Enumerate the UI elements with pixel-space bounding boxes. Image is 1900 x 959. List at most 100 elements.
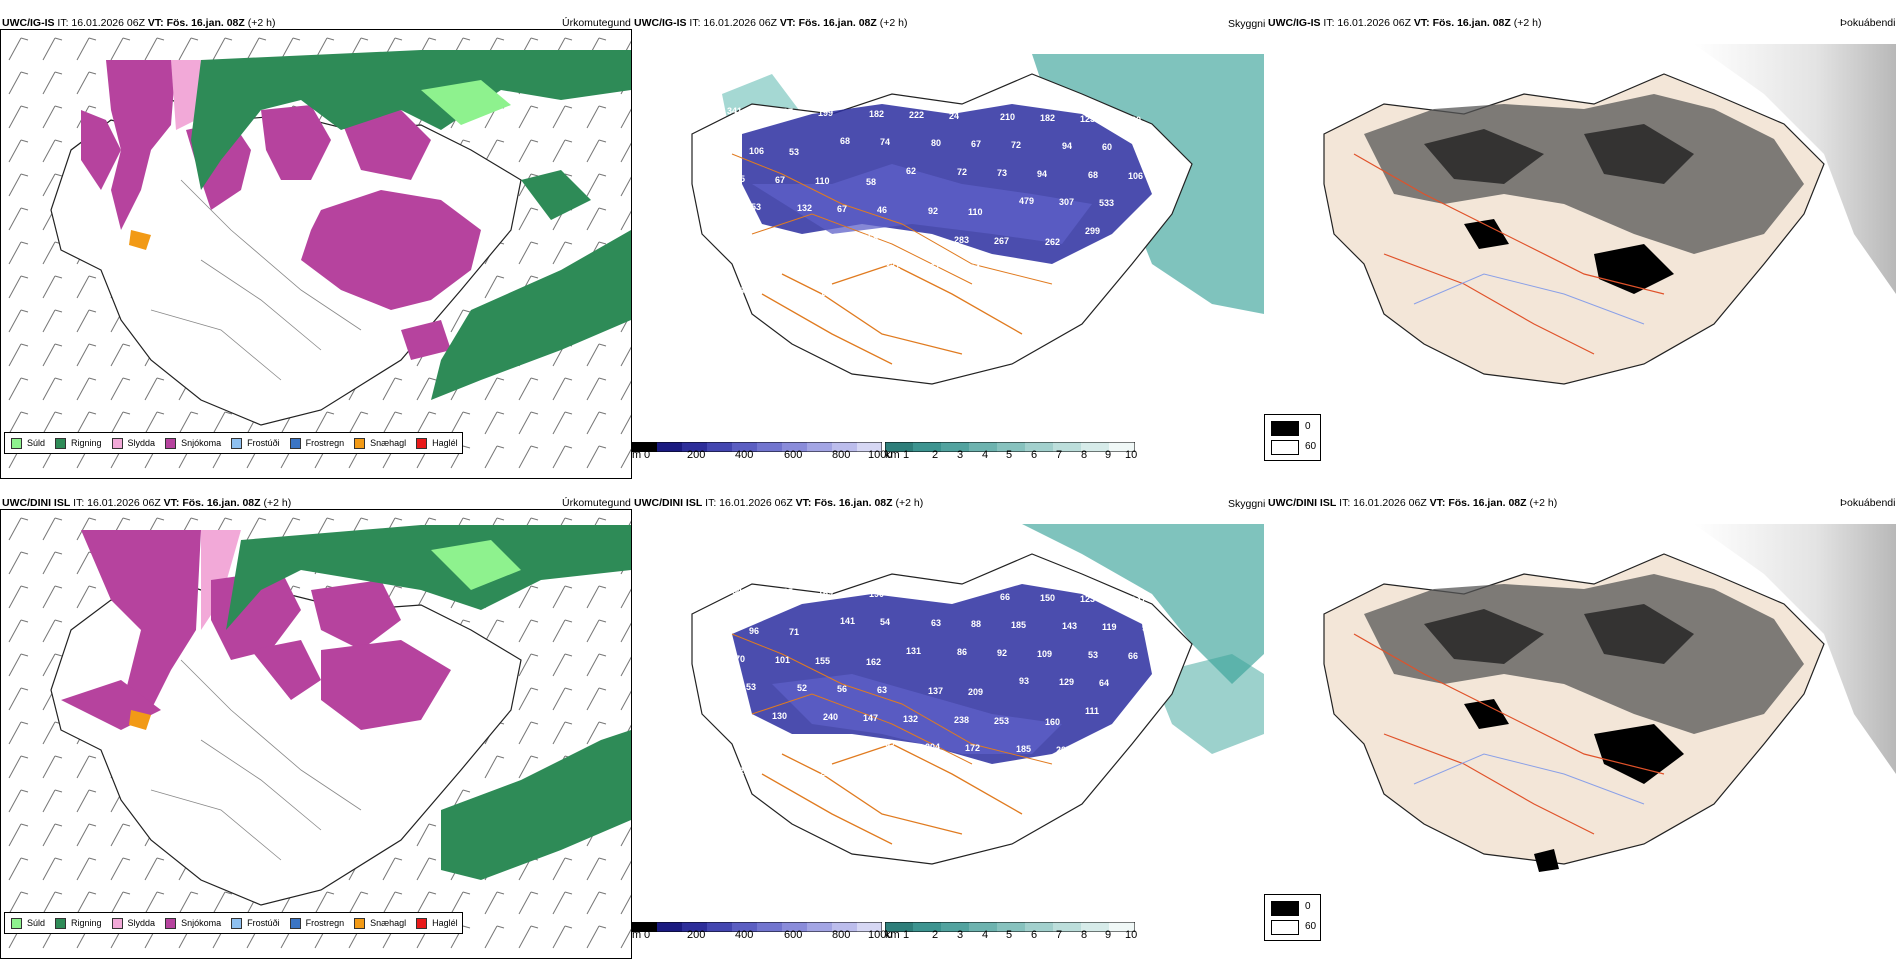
visibility-value-label: 288 <box>1150 199 1165 209</box>
vis-tick: 10 <box>1125 929 1138 941</box>
visibility-colorbar: km 1 2 3 4 5 6 7 8 9 10 <box>884 439 1137 461</box>
visibility-value-label: 182 <box>1040 113 1055 123</box>
visibility-value-label: 49 <box>1150 679 1160 689</box>
visibility-value-label: 86 <box>957 647 967 657</box>
visibility-value-label: 204 <box>834 260 849 270</box>
visibility-value-label: 67 <box>775 175 785 185</box>
visibility-value-label: 54 <box>880 617 890 627</box>
fog-swatch-low <box>1271 901 1299 916</box>
vis-tick: 4 <box>982 449 989 461</box>
visibility-value-label: 67 <box>971 139 981 149</box>
visibility-value-label: 307 <box>1059 197 1074 207</box>
vis-tick: 10 <box>1125 449 1138 461</box>
visibility-value-label: 299 <box>1085 226 1100 236</box>
legend-item: Frostúði <box>231 917 280 929</box>
panel-header: UWC/IG-IS IT: 16.01.2026 06Z VT: Fös. 16… <box>2 17 276 29</box>
vis-tick: 8 <box>1081 929 1088 941</box>
legend-swatch <box>11 437 22 449</box>
fog-map-top <box>1264 34 1896 434</box>
visibility-value-label: 99 <box>1147 267 1157 277</box>
elev-tick: 0 <box>644 929 651 941</box>
legend-swatch <box>354 917 366 929</box>
visibility-value-label: 56 <box>837 684 847 694</box>
elev-tick: 800 <box>832 929 851 941</box>
visibility-value-label: 109 <box>1107 746 1122 756</box>
visibility-value-label: 341 <box>727 106 742 116</box>
fog-map-svg <box>1323 524 1896 872</box>
visibility-value-label: 533 <box>1099 198 1114 208</box>
visibility-value-label: 242 <box>729 766 744 776</box>
visibility-value-label: 74 <box>880 137 890 147</box>
legend-swatch <box>55 437 67 449</box>
visibility-value-label: 68 <box>840 136 850 146</box>
visibility-value-label: 53 <box>746 682 756 692</box>
visibility-value-label: 132 <box>903 714 918 724</box>
visibility-value-label: 62 <box>906 166 916 176</box>
visibility-value-label: 204 <box>925 742 940 752</box>
visibility-value-label: 128 <box>1016 264 1031 274</box>
visibility-value-label: 53 <box>1088 650 1098 660</box>
visibility-value-label: 119 <box>1102 622 1117 632</box>
visibility-map-top: 341 107 199 182 222 24 210 182 123 60 106 53 68 74 80 6… <box>632 34 1264 434</box>
fog-legend: 0 60 <box>1264 894 1321 941</box>
visibility-value-label: 226 <box>820 768 835 778</box>
elev-tick: 200 <box>687 929 706 941</box>
legend-item: Frostregn <box>289 917 344 929</box>
elev-tick: 1000 <box>868 929 893 941</box>
visibility-unit: km <box>885 449 900 461</box>
panel-title: Þokuábendi <box>1840 17 1896 29</box>
legend-item: Snæhagl <box>354 917 406 929</box>
vis-tick: 5 <box>1006 929 1013 941</box>
visibility-value-label: 92 <box>928 206 938 216</box>
legend-item: Rigning <box>55 917 102 929</box>
legend-item: Snæhagl <box>354 437 406 449</box>
vis-tick: 5 <box>1006 449 1013 461</box>
fog-legend-low: 0 <box>1305 901 1311 912</box>
precip-legend: Súld Rigning Slydda Snjókoma Frostúði Fr… <box>4 432 463 454</box>
visibility-value-label: 64 <box>1099 678 1109 688</box>
elev-tick: 600 <box>784 929 803 941</box>
visibility-value-label: 73 <box>997 168 1007 178</box>
fog-legend-high: 60 <box>1305 441 1317 452</box>
visibility-value-label: 158 <box>863 233 878 243</box>
legend-item: Súld <box>11 437 45 449</box>
visibility-value-label: 86 <box>1125 227 1135 237</box>
visibility-value-label: 60 <box>1102 142 1112 152</box>
visibility-value-label: 199 <box>818 108 833 118</box>
panel-header: UWC/DINI ISL IT: 16.01.2026 06Z VT: Fös.… <box>1268 497 1558 509</box>
visibility-value-label: 92 <box>997 648 1007 658</box>
visibility-value-label: 238 <box>954 715 969 725</box>
legend-swatch <box>289 917 301 929</box>
vis-tick: 2 <box>932 929 939 941</box>
fog-panel-bottom: UWC/DINI ISL IT: 16.01.2026 06Z VT: Fös.… <box>1264 494 1896 959</box>
legend-swatch <box>416 437 428 449</box>
fog-legend-high: 60 <box>1305 921 1317 932</box>
vis-tick: 7 <box>1056 449 1063 461</box>
visibility-value-label: 60 <box>1131 115 1141 125</box>
visibility-value-label: 105 <box>729 286 744 296</box>
legend-item: Snjókoma <box>165 917 221 929</box>
panel-header: UWC/IG-IS IT: 16.01.2026 06Z VT: Fös. 16… <box>1268 17 1542 29</box>
panel-title: Þokuábendi <box>1840 497 1896 509</box>
vis-tick: 9 <box>1105 929 1112 941</box>
visibility-value-label: 106 <box>1128 171 1143 181</box>
legend-item: Slydda <box>111 437 155 449</box>
visibility-value-label: 143 <box>1062 621 1077 631</box>
fog-legend: 0 60 <box>1264 414 1321 461</box>
vis-tick: 9 <box>1105 449 1112 461</box>
legend-swatch <box>231 917 243 929</box>
precip-map-bottom <box>1 510 631 958</box>
visibility-value-label: 162 <box>866 657 881 667</box>
visibility-value-label: 624 <box>965 263 980 273</box>
visibility-value-label: 185 <box>1016 744 1031 754</box>
visibility-value-label: 94 <box>1062 141 1072 151</box>
elevation-unit: m <box>632 929 642 941</box>
visibility-value-label: 147 <box>863 713 878 723</box>
visibility-value-label: 73 <box>780 767 790 777</box>
visibility-value-label: 67 <box>837 204 847 214</box>
panel-title: Skyggni <box>1228 18 1266 30</box>
visibility-value-label: 89 <box>754 258 764 268</box>
legend-item: Haglél <box>416 437 458 449</box>
visibility-value-label: 94 <box>1037 169 1047 179</box>
visibility-value-label: 110 <box>815 176 830 186</box>
